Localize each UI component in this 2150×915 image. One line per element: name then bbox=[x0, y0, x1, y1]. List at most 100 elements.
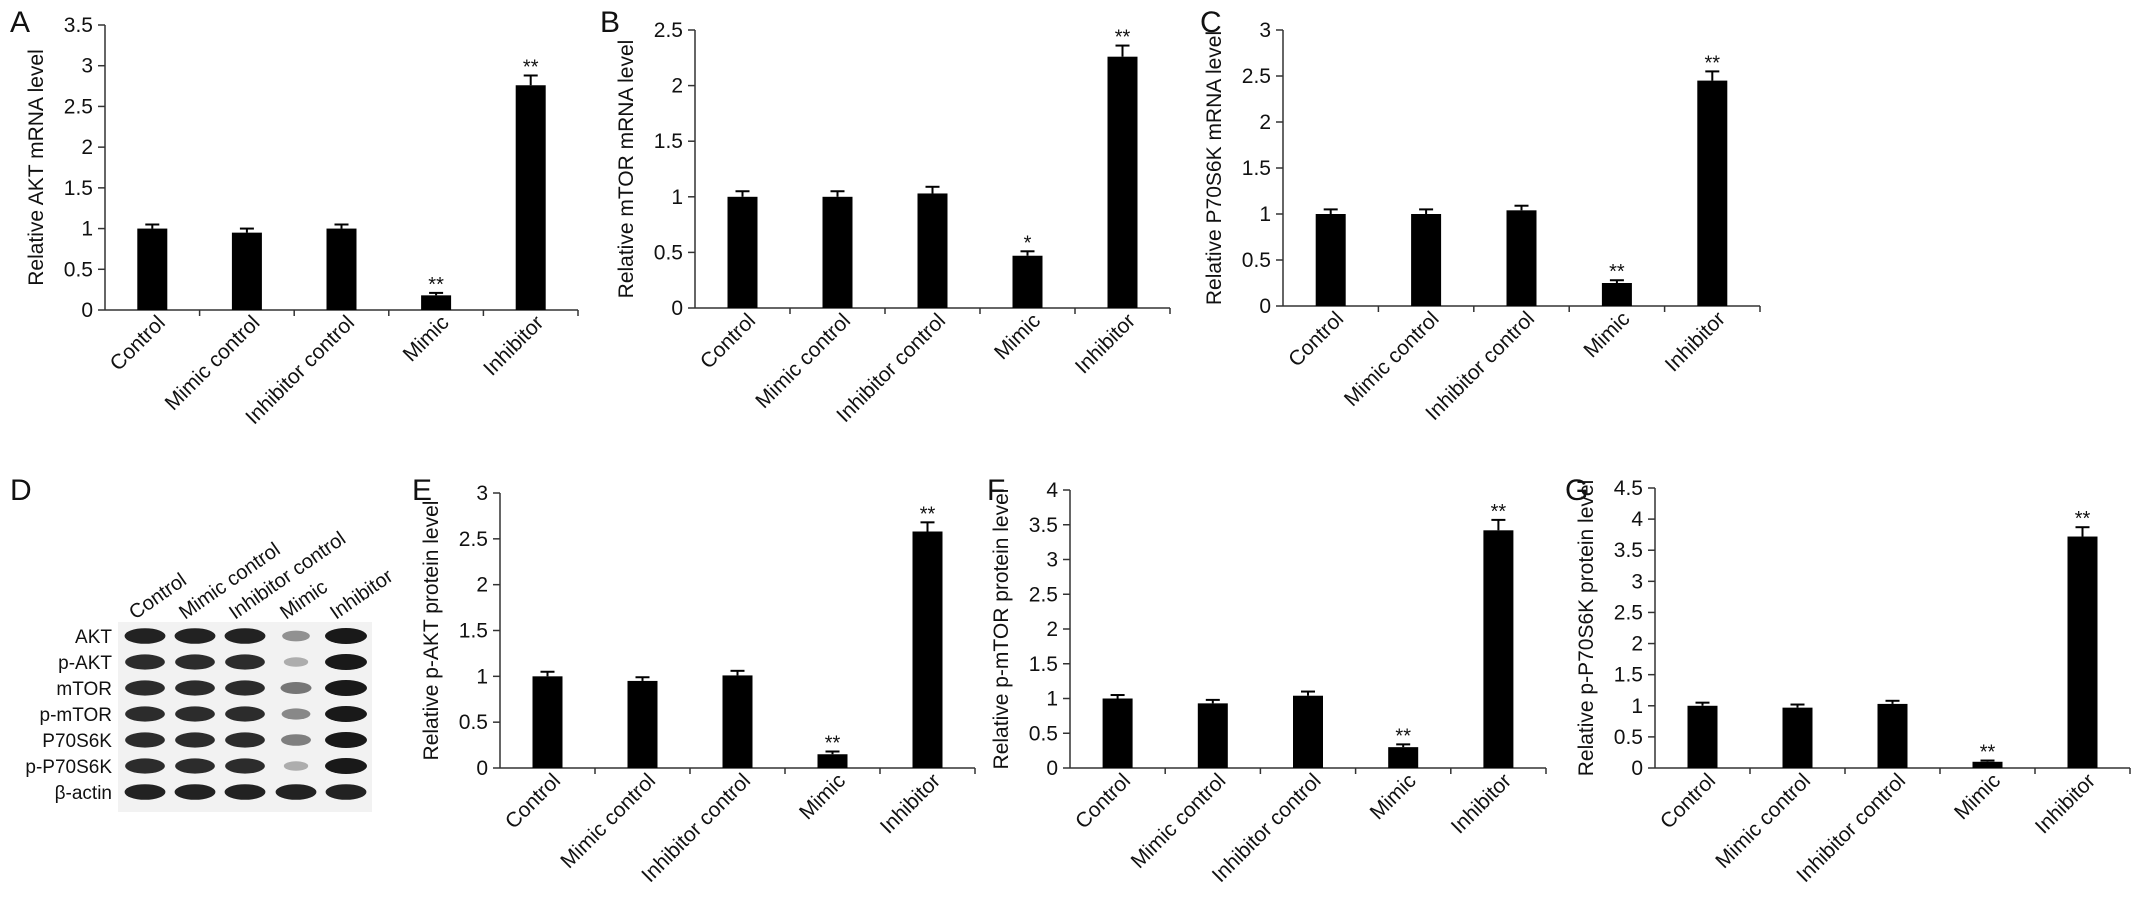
panel-g-label: G bbox=[1565, 474, 1588, 507]
panel-e-y-tick-label: 1 bbox=[476, 665, 488, 688]
panel-a-bar-control bbox=[137, 228, 168, 310]
panel-e-y-tick-label: 2 bbox=[476, 574, 488, 597]
panel-g-bar-inhibitor-control bbox=[1877, 703, 1908, 768]
panel-g-significance-mark: ** bbox=[2075, 508, 2091, 530]
blot-band-mtor-control bbox=[125, 680, 165, 696]
blot-band-akt-mimic bbox=[282, 630, 310, 642]
panel-a-y-axis-label: Relative AKT mRNA level bbox=[25, 49, 48, 286]
panel-b-x-tick-label: Control bbox=[696, 309, 760, 373]
panel-g-y-tick-label: 4.5 bbox=[1614, 477, 1643, 500]
panel-a-x-tick-label: Control bbox=[106, 311, 170, 375]
panel-g-y-tick-label: 3 bbox=[1631, 570, 1643, 593]
panel-c-x-tick-label: Inhibitor bbox=[1661, 307, 1730, 376]
panel-c-y-tick-label: 0 bbox=[1259, 295, 1271, 318]
panel-e-y-tick-label: 2.5 bbox=[459, 528, 488, 551]
panel-f-y-tick-label: 0 bbox=[1046, 757, 1058, 780]
blot-band-p-p70s6k-mimic-control bbox=[175, 758, 215, 774]
panel-c-bar-control bbox=[1315, 214, 1346, 306]
blot-band-akt-mimic-control bbox=[174, 628, 216, 644]
panel-e-x-tick-label: Mimic bbox=[795, 769, 850, 824]
panel-g-bar-mimic-control bbox=[1782, 707, 1813, 768]
panel-e-x-tick-label: Control bbox=[501, 769, 565, 833]
panel-g-x-tick-label: Inhibitor bbox=[2031, 769, 2100, 838]
panel-g-significance-mark: ** bbox=[1980, 742, 1996, 764]
blot-row-label: p-AKT bbox=[58, 653, 112, 674]
blot-band-p-akt-inhibitor-control bbox=[225, 654, 265, 670]
blot-band-mtor-inhibitor bbox=[325, 680, 367, 696]
panel-e-bar-mimic bbox=[817, 754, 848, 768]
blot-band-p-mtor-mimic-control bbox=[175, 706, 215, 722]
panel-e-y-tick-label: 0 bbox=[476, 757, 488, 780]
blot-row-label: mTOR bbox=[56, 679, 112, 700]
panel-g-bar-inhibitor bbox=[2067, 536, 2098, 768]
blot-band-p70s6k-inhibitor-control bbox=[225, 732, 265, 748]
panel-e-y-tick-label: 3 bbox=[476, 482, 488, 505]
panel-a-y-tick-label: 2 bbox=[81, 136, 93, 159]
panel-c-y-tick-label: 1 bbox=[1259, 203, 1271, 226]
panel-b-significance-mark: ** bbox=[1115, 27, 1131, 49]
panel-f-y-tick-label: 1 bbox=[1046, 688, 1058, 711]
panel-c-x-tick-label: Mimic bbox=[1579, 307, 1634, 362]
blot-band-p-p70s6k-inhibitor bbox=[325, 758, 367, 774]
panel-g-y-tick-label: 1 bbox=[1631, 695, 1643, 718]
blot-band-p-akt-mimic-control bbox=[175, 654, 215, 670]
blot-band-actin-mimic bbox=[275, 784, 317, 800]
panel-f-y-tick-label: 0.5 bbox=[1029, 722, 1058, 745]
panel-g-x-tick-label: Control bbox=[1656, 769, 1720, 833]
panel-a-bar-mimic bbox=[421, 295, 452, 310]
panel-b-bar-inhibitor-control bbox=[917, 193, 948, 308]
panel-a-y-tick-label: 3 bbox=[81, 55, 93, 78]
panel-b-bar-mimic bbox=[1012, 255, 1043, 308]
panel-e-chart: E 0 0.5 1 1.5 2 2.5 3 Relative p-AKT protein lev… bbox=[412, 474, 976, 887]
panel-b-x-tick-label: Inhibitor bbox=[1071, 309, 1140, 378]
panel-b-label: B bbox=[600, 6, 620, 39]
panel-f-bar-inhibitor bbox=[1483, 530, 1514, 768]
panel-f-y-tick-label: 1.5 bbox=[1029, 653, 1058, 676]
blot-band-akt-inhibitor bbox=[325, 628, 367, 644]
blot-band-p70s6k-control bbox=[125, 732, 165, 748]
panel-e-bar-control bbox=[532, 676, 563, 768]
blot-band-p70s6k-mimic-control bbox=[175, 732, 215, 748]
blot-band-akt-inhibitor-control bbox=[224, 628, 266, 644]
panel-e-bar-inhibitor bbox=[912, 531, 943, 768]
panel-c-y-tick-label: 1.5 bbox=[1242, 157, 1271, 180]
panel-b-bar-control bbox=[727, 196, 758, 308]
blot-band-p-akt-mimic bbox=[283, 657, 309, 667]
panel-a-y-tick-label: 0 bbox=[81, 299, 93, 322]
blot-band-p70s6k-inhibitor bbox=[325, 732, 367, 748]
panel-f-bar-mimic bbox=[1388, 747, 1419, 768]
panel-c-bar-mimic bbox=[1601, 283, 1632, 306]
panel-f-label: F bbox=[987, 474, 1005, 507]
panel-f-y-axis-label: Relative p-mTOR protein level bbox=[990, 489, 1013, 770]
panel-g-bar-control bbox=[1687, 705, 1718, 768]
panel-e-label: E bbox=[412, 474, 432, 507]
panel-b-y-tick-label: 1 bbox=[671, 186, 683, 209]
panel-f-y-tick-label: 4 bbox=[1046, 479, 1058, 502]
panel-c-label: C bbox=[1200, 6, 1222, 39]
blot-band-mtor-mimic-control bbox=[175, 680, 215, 696]
panel-b-y-tick-label: 0.5 bbox=[654, 241, 683, 264]
panel-c-significance-mark: ** bbox=[1609, 261, 1625, 283]
panel-b-x-tick-label: Mimic control bbox=[751, 309, 855, 413]
panel-g-y-tick-label: 2 bbox=[1631, 633, 1643, 656]
panel-f-significance-mark: ** bbox=[1395, 725, 1411, 747]
blot-band-p-akt-control bbox=[125, 654, 165, 670]
panel-b-y-axis-label: Relative mTOR mRNA level bbox=[615, 40, 638, 299]
panel-b-y-tick-label: 1.5 bbox=[654, 130, 683, 153]
panel-c-y-tick-label: 2 bbox=[1259, 111, 1271, 134]
panel-a-y-tick-label: 1.5 bbox=[64, 177, 93, 200]
panel-c-bar-mimic-control bbox=[1411, 214, 1442, 306]
panel-g-bar-mimic bbox=[1972, 761, 2003, 768]
blot-band-p70s6k-mimic bbox=[281, 734, 311, 746]
blot-band-mtor-mimic bbox=[280, 682, 312, 694]
panel-e-bar-mimic-control bbox=[627, 680, 658, 768]
panel-e-x-tick-label: Mimic control bbox=[556, 769, 660, 873]
panel-a-x-tick-label: Mimic bbox=[399, 311, 454, 366]
blot-row-label: p-mTOR bbox=[40, 705, 112, 726]
blot-row-label: p-P70S6K bbox=[25, 757, 112, 778]
panel-f-x-tick-label: Mimic control bbox=[1127, 769, 1231, 873]
blot-band-actin-inhibitor-control bbox=[224, 784, 266, 800]
panel-e-y-axis-label: Relative p-AKT protein level bbox=[420, 501, 443, 761]
panel-a-bar-mimic-control bbox=[231, 232, 262, 310]
